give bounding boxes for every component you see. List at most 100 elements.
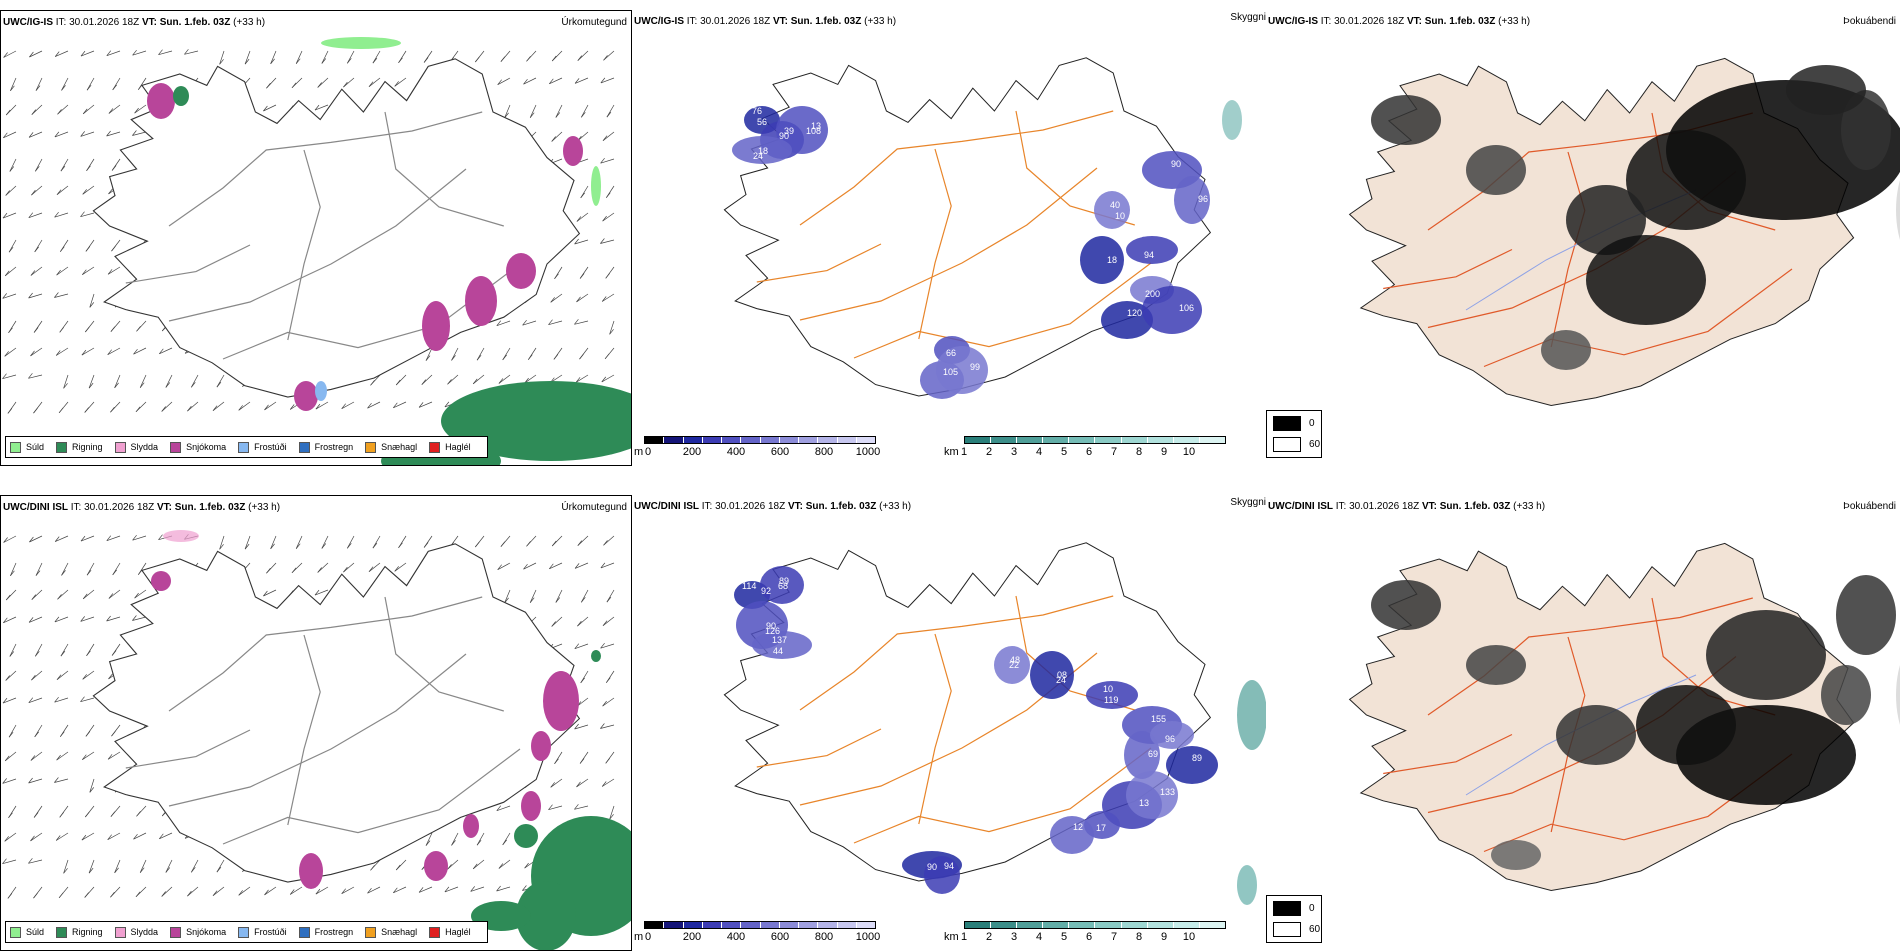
fog-legend: 0 60: [1266, 410, 1322, 458]
fog-index-panel: UWC/IG-IS IT: 30.01.2026 18Z VT: Sun. 1.…: [1266, 10, 1900, 466]
ceiling-tick: 200: [682, 931, 702, 943]
legend-swatch: [238, 926, 250, 938]
visibility-tick: 6: [1085, 931, 1093, 943]
visibility-panel: UWC/IG-IS IT: 30.01.2026 18Z VT: Sun. 1.…: [632, 10, 1266, 466]
panel-header: UWC/DINI ISL IT: 30.01.2026 18Z VT: Sun.…: [634, 501, 912, 512]
legend-swatch: [365, 926, 377, 938]
ceiling-value-label: 96: [1165, 734, 1175, 744]
fog-index-map: [1348, 542, 1900, 892]
visibility-colorbar: km 1 2 3 4 5 6 7 8 9 10: [944, 921, 1244, 947]
legend-swatch: [429, 441, 441, 453]
legend-item-7: Haglél: [429, 926, 471, 938]
legend-label: Haglél: [445, 927, 471, 937]
panel-header: UWC/DINI ISL IT: 30.01.2026 18Z VT: Sun.…: [3, 502, 281, 513]
ceiling-value-label: 24: [1056, 675, 1066, 685]
ceiling-value-label: 22: [1009, 660, 1019, 670]
legend-swatch: [114, 441, 126, 453]
precip-type-panel: UWC/IG-IS IT: 30.01.2026 18Z VT: Sun. 1.…: [0, 10, 632, 466]
legend-item-0: Súld: [10, 441, 45, 453]
ceiling-value-label: 200: [1145, 289, 1160, 299]
ceiling-value-label: 12: [1073, 822, 1083, 832]
legend-label: Snæhagl: [381, 442, 418, 452]
panel-header: UWC/IG-IS IT: 30.01.2026 18Z VT: Sun. 1.…: [3, 17, 266, 28]
legend-swatch: [298, 926, 310, 938]
ceiling-value-label: 90: [1171, 159, 1181, 169]
precip-type-map: [2, 530, 631, 950]
precip-type-legend: Súld Rigning Slydda Snjókoma Frostúði Frostre…: [5, 921, 488, 943]
ceiling-value-label: 13: [1139, 798, 1149, 808]
ceiling-value-label: 94: [944, 861, 954, 871]
legend-item-0: Súld: [10, 926, 45, 938]
panel-title: Þokuábendi: [1843, 501, 1896, 512]
ceiling-value-label: 10: [1115, 211, 1125, 221]
visibility-tick: 3: [1010, 446, 1018, 458]
panel-title: Skyggni: [1230, 497, 1266, 508]
legend-swatch: [10, 441, 21, 453]
legend-label: Slydda: [130, 927, 159, 937]
ceiling-value-label: 24: [753, 151, 763, 161]
fog-label: 60: [1309, 439, 1321, 450]
legend-item-3: Snjókoma: [170, 926, 226, 938]
visibility-tick: 7: [1110, 446, 1118, 458]
visibility-tick: 5: [1060, 446, 1068, 458]
legend-label: Súld: [26, 442, 45, 452]
fog-swatch-60: [1273, 437, 1301, 452]
legend-item-6: Snæhagl: [365, 926, 418, 938]
ceiling-tick: 400: [726, 446, 746, 458]
visibility-tick: 4: [1035, 446, 1043, 458]
ceiling-value-label: 114: [742, 581, 756, 591]
visibility-tick: 2: [985, 931, 993, 943]
ceiling-value-label: 105: [943, 367, 958, 377]
ceiling-value-label: 18: [1107, 255, 1117, 265]
legend-item-5: Frostregn: [298, 441, 354, 453]
ceiling-value-label: 17: [1096, 823, 1106, 833]
ceiling-value-label: 96: [1198, 194, 1208, 204]
ceiling-value-label: 126: [765, 626, 780, 636]
ceiling-tick: 400: [726, 931, 746, 943]
ceiling-value-label: 39: [784, 126, 794, 136]
visibility-tick: 3: [1010, 931, 1018, 943]
legend-item-1: Rigning: [56, 441, 103, 453]
visibility-colorbar: km 1 2 3 4 5 6 7 8 9 10: [944, 436, 1244, 462]
legend-swatch: [170, 926, 182, 938]
legend-swatch: [365, 441, 377, 453]
ceiling-value-label: 66: [946, 348, 956, 358]
legend-item-2: Slydda: [114, 926, 159, 938]
ceiling-value-label: 68: [778, 581, 788, 591]
legend-swatch: [10, 926, 21, 938]
ceiling-tick: 0: [644, 931, 652, 943]
legend-item-5: Frostregn: [298, 926, 354, 938]
ceiling-value-label: 89: [1192, 753, 1202, 763]
ceiling-value-label: 08: [1057, 670, 1067, 680]
legend-item-2: Slydda: [114, 441, 159, 453]
visibility-tick: 1: [960, 446, 968, 458]
ceiling-colorbar: m 0 200 400 600 800 1000: [634, 436, 934, 462]
visibility-tick: 4: [1035, 931, 1043, 943]
ceiling-value-label: 155: [1151, 714, 1166, 724]
precip-type-map: [2, 37, 631, 465]
legend-label: Súld: [26, 927, 45, 937]
visibility-tick: 1: [960, 931, 968, 943]
ceiling-colorbar: m 0 200 400 600 800 1000: [634, 921, 934, 947]
ceiling-value-label: 120: [1127, 308, 1142, 318]
panel-header: UWC/IG-IS IT: 30.01.2026 18Z VT: Sun. 1.…: [634, 16, 897, 27]
legend-label: Frostregn: [314, 442, 354, 452]
ceiling-value-label: 13: [811, 121, 821, 131]
legend-label: Snæhagl: [381, 927, 418, 937]
legend-label: Slydda: [130, 442, 159, 452]
ceiling-value-label: 90: [766, 621, 776, 631]
ceiling-value-label: 89: [779, 576, 789, 586]
legend-item-6: Snæhagl: [365, 441, 418, 453]
legend-label: Frostregn: [314, 927, 354, 937]
ceiling-value-label: 44: [773, 646, 783, 656]
ceiling-value-label: 10: [1103, 684, 1113, 694]
fog-legend: 0 60: [1266, 895, 1322, 943]
visibility-tick: 8: [1135, 446, 1143, 458]
ceiling-tick: 1000: [855, 931, 881, 943]
ceiling-value-label: 56: [757, 117, 767, 127]
legend-item-7: Haglél: [429, 441, 471, 453]
visibility-panel: UWC/DINI ISL IT: 30.01.2026 18Z VT: Sun.…: [632, 495, 1266, 951]
panel-title: Þokuábendi: [1843, 16, 1896, 27]
ceiling-tick: 800: [814, 446, 834, 458]
